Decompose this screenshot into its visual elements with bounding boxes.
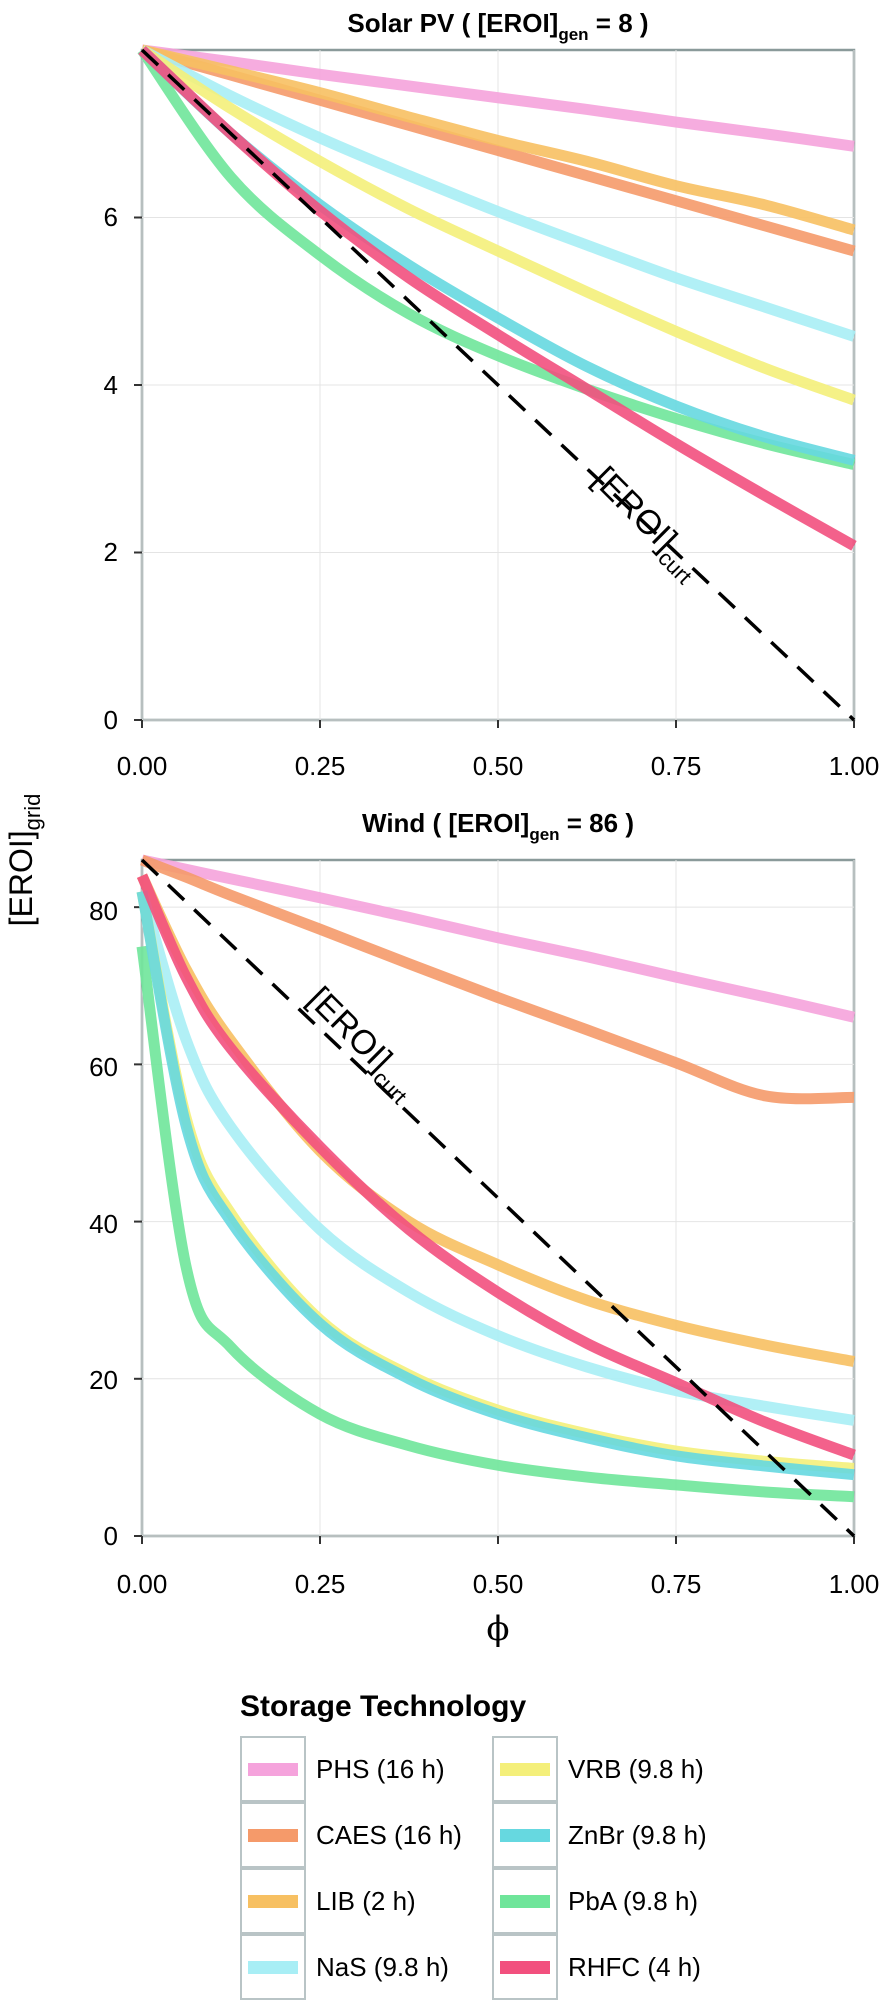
panel-solar-x-axis: 0.00 0.25 0.50 0.75 1.00 xyxy=(117,751,880,781)
x-tick-label: 0.75 xyxy=(651,751,702,781)
series-line-vrb xyxy=(138,45,856,406)
legend-item-caes: CAES (16 h) xyxy=(240,1802,478,1868)
panel-wind: Wind ( [EROI]gen = 86 ) [EROI]curt 0.00 … xyxy=(89,808,879,1649)
legend-item-lib: LIB (2 h) xyxy=(240,1868,478,1934)
legend-swatch xyxy=(240,1802,306,1868)
legend-swatch xyxy=(492,1802,558,1868)
panel-solar-title: Solar PV ( [EROI]gen = 8 ) xyxy=(347,8,648,44)
y-tick-label: 2 xyxy=(104,537,118,567)
legend-color-line xyxy=(500,1960,550,1974)
series-line-phs xyxy=(141,44,855,152)
legend-swatch xyxy=(240,1868,306,1934)
series-line-pba xyxy=(137,46,856,470)
y-tick-label: 60 xyxy=(89,1052,118,1082)
legend-item-phs: PHS (16 h) xyxy=(240,1736,478,1802)
x-tick-label: 0.00 xyxy=(117,751,168,781)
panel-wind-x-axis: 0.00 0.25 0.50 0.75 1.00 xyxy=(117,1569,880,1599)
panel-wind-curt-line xyxy=(140,858,856,1538)
x-tick-label: 0.50 xyxy=(473,751,524,781)
legend-label: ZnBr (9.8 h) xyxy=(568,1819,707,1850)
panel-solar-series xyxy=(137,44,857,551)
legend-label: LIB (2 h) xyxy=(316,1885,416,1916)
series-line-nas xyxy=(139,45,856,342)
y-tick-label: 6 xyxy=(104,202,118,232)
legend-color-line xyxy=(500,1894,550,1908)
y-tick-label: 20 xyxy=(89,1365,118,1395)
legend: Storage Technology PHS (16 h) VRB (9.8 h… xyxy=(240,1690,760,2000)
legend-swatch xyxy=(240,1934,306,2000)
series-line-caes xyxy=(140,854,855,1105)
legend-color-line xyxy=(248,1828,298,1842)
shared-y-axis-label: [EROI]grid xyxy=(3,794,45,927)
panel-wind-series xyxy=(136,854,856,1503)
legend-swatch xyxy=(240,1736,306,1802)
legend-grid: PHS (16 h) VRB (9.8 h) CAES (16 h) ZnBr … xyxy=(240,1736,760,2000)
legend-color-line xyxy=(248,1762,298,1776)
legend-swatch xyxy=(492,1868,558,1934)
legend-label: PbA (9.8 h) xyxy=(568,1885,699,1916)
legend-label: RHFC (4 h) xyxy=(568,1951,701,1982)
x-tick-label: 0.50 xyxy=(473,1569,524,1599)
x-tick-label: 0.75 xyxy=(651,1569,702,1599)
legend-swatch xyxy=(492,1934,558,2000)
legend-color-line xyxy=(500,1828,550,1842)
legend-label: VRB (9.8 h) xyxy=(568,1753,704,1784)
panel-solar-y-axis: 0 2 4 6 xyxy=(104,202,118,735)
legend-item-rhfc: RHFC (4 h) xyxy=(492,1934,730,2000)
legend-swatch xyxy=(492,1736,558,1802)
series-line-lib xyxy=(140,44,856,236)
y-tick-label: 0 xyxy=(104,1521,118,1551)
panel-wind-y-axis: 0 20 40 60 80 xyxy=(89,896,118,1551)
series-line-znbr xyxy=(136,890,855,1481)
series-line-rhfc xyxy=(136,873,856,1461)
y-tick-label: 40 xyxy=(89,1209,118,1239)
legend-item-pba: PbA (9.8 h) xyxy=(492,1868,730,1934)
x-tick-label: 0.25 xyxy=(295,751,346,781)
x-tick-label: 0.25 xyxy=(295,1569,346,1599)
legend-item-nas: NaS (9.8 h) xyxy=(240,1934,478,2000)
legend-color-line xyxy=(248,1960,298,1974)
legend-item-znbr: ZnBr (9.8 h) xyxy=(492,1802,730,1868)
panel-wind-title: Wind ( [EROI]gen = 86 ) xyxy=(362,808,634,844)
y-tick-label: 4 xyxy=(104,370,118,400)
x-tick-label: 0.00 xyxy=(117,1569,168,1599)
legend-color-line xyxy=(248,1894,298,1908)
legend-color-line xyxy=(500,1762,550,1776)
legend-label: NaS (9.8 h) xyxy=(316,1951,449,1982)
x-axis-label: ϕ xyxy=(486,1609,509,1649)
series-line-phs xyxy=(140,854,856,1023)
y-tick-label: 0 xyxy=(104,705,118,735)
legend-title: Storage Technology xyxy=(240,1690,527,1723)
x-tick-label: 1.00 xyxy=(829,751,880,781)
panel-solar-pv: Solar PV ( [EROI]gen = 8 ) [EROI]curt 0.… xyxy=(104,8,880,781)
x-tick-label: 1.00 xyxy=(829,1569,880,1599)
y-tick-label: 80 xyxy=(89,896,118,926)
panel-solar-curt-line xyxy=(140,48,856,722)
legend-item-vrb: VRB (9.8 h) xyxy=(492,1736,730,1802)
legend-label: CAES (16 h) xyxy=(316,1819,462,1850)
legend-label: PHS (16 h) xyxy=(316,1753,445,1784)
series-line-pba xyxy=(136,945,855,1503)
